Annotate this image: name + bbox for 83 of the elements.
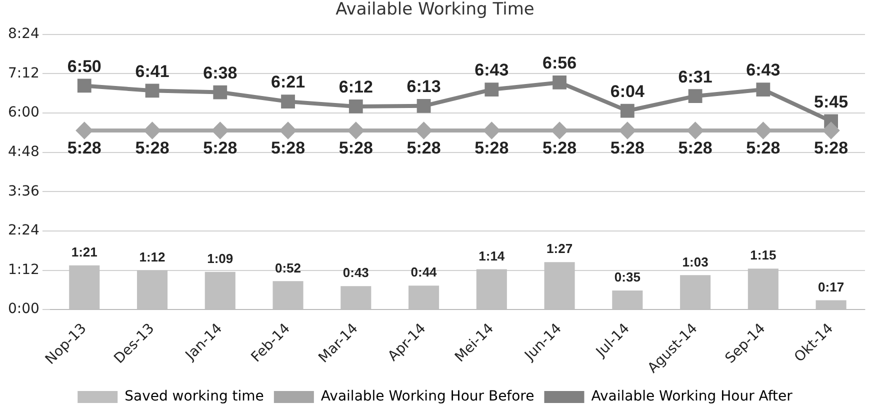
bar xyxy=(408,286,440,310)
point xyxy=(77,78,92,93)
bar xyxy=(204,272,236,310)
point xyxy=(144,122,160,138)
data-label: 1:03 xyxy=(682,254,708,270)
data-label: 5:28 xyxy=(610,138,644,158)
point xyxy=(619,122,636,138)
point xyxy=(145,84,160,98)
data-label: 0:43 xyxy=(342,265,369,280)
point xyxy=(348,122,364,138)
bar xyxy=(340,286,372,310)
data-label: 1:09 xyxy=(207,250,234,266)
bar xyxy=(612,290,643,310)
legend-label: Available Working Hour Before xyxy=(320,388,534,405)
point xyxy=(552,76,566,90)
data-label: 5:28 xyxy=(338,138,373,158)
chart-title: Available Working Time xyxy=(336,0,534,20)
point xyxy=(212,122,228,138)
point xyxy=(416,122,432,138)
point xyxy=(484,82,499,96)
point xyxy=(756,82,770,96)
data-label: 1:14 xyxy=(478,248,506,264)
data-label: 5:28 xyxy=(271,138,306,158)
point xyxy=(281,94,295,109)
legend-label: Saved working time xyxy=(124,388,264,405)
data-label: 1:15 xyxy=(750,248,776,263)
data-label: 1:27 xyxy=(546,241,573,256)
data-label: 5:28 xyxy=(406,138,441,158)
data-label: 5:28 xyxy=(67,138,102,158)
data-label: 6:43 xyxy=(474,60,509,80)
bar xyxy=(69,265,100,310)
y-tick-label: 6:00 xyxy=(8,104,40,121)
data-label: 1:21 xyxy=(71,244,98,260)
data-label: 6:56 xyxy=(542,54,577,73)
point xyxy=(552,122,568,138)
data-label: 5:45 xyxy=(814,92,848,112)
data-label: 5:28 xyxy=(678,138,712,158)
y-tick-label: 7:12 xyxy=(8,65,40,82)
data-label: 5:28 xyxy=(203,138,238,158)
y-tick-label: 4:48 xyxy=(8,144,40,160)
y-tick-label: 8:24 xyxy=(8,26,40,42)
data-label: 0:17 xyxy=(818,279,844,294)
bar xyxy=(476,269,507,310)
point xyxy=(823,122,840,138)
data-label: 5:28 xyxy=(542,138,577,158)
point xyxy=(687,122,704,138)
data-label: 6:43 xyxy=(746,60,780,80)
data-label: 6:04 xyxy=(610,82,645,102)
bar xyxy=(816,300,846,310)
data-label: 6:41 xyxy=(135,62,170,81)
data-label: 6:31 xyxy=(678,67,712,86)
point xyxy=(620,104,634,118)
data-label: 0:44 xyxy=(410,264,438,280)
bar xyxy=(272,281,304,310)
point xyxy=(76,122,92,138)
data-label: 1:12 xyxy=(139,249,166,264)
bar xyxy=(136,270,168,310)
data-label: 6:50 xyxy=(67,56,102,76)
point xyxy=(688,89,702,104)
data-label: 5:28 xyxy=(474,138,509,158)
data-label: 5:28 xyxy=(135,138,170,158)
bar xyxy=(544,262,575,310)
legend-label: Available Working Hour After xyxy=(591,388,793,405)
data-label: 6:21 xyxy=(271,72,306,92)
point xyxy=(348,100,363,114)
y-tick-label: 0:00 xyxy=(8,301,40,318)
data-label: 0:35 xyxy=(614,270,640,285)
y-tick-label: 3:36 xyxy=(8,183,40,200)
bar xyxy=(748,268,778,310)
point xyxy=(484,122,500,138)
data-label: 0:52 xyxy=(275,260,302,276)
point xyxy=(416,98,431,113)
bar xyxy=(680,275,711,310)
point xyxy=(280,122,296,138)
data-label: 5:28 xyxy=(814,138,848,158)
y-tick-label: 2:24 xyxy=(8,222,40,239)
data-label: 5:28 xyxy=(746,138,780,158)
data-label: 6:13 xyxy=(406,77,441,96)
y-tick-label: 1:12 xyxy=(8,262,40,278)
point xyxy=(213,85,228,100)
data-label: 6:38 xyxy=(203,63,238,82)
point xyxy=(755,122,772,138)
data-label: 6:12 xyxy=(338,78,373,97)
